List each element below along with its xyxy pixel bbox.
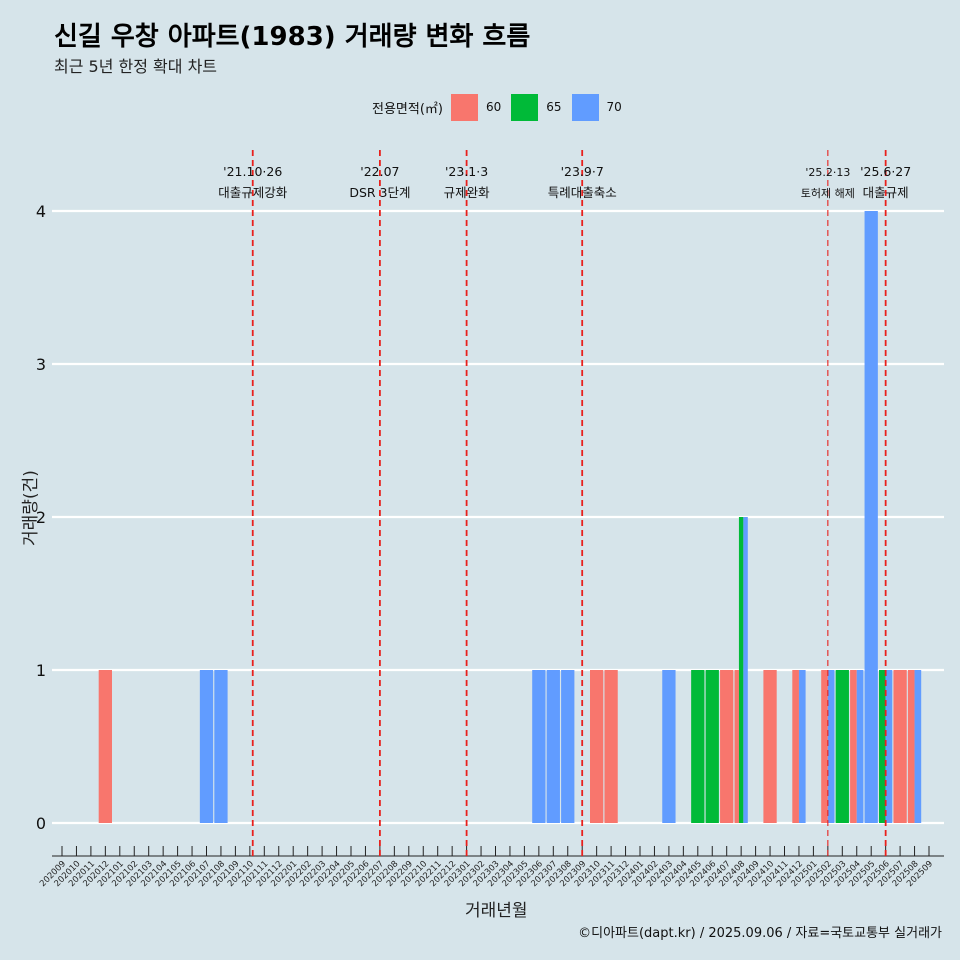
- legend-item-65: 65: [511, 93, 562, 121]
- legend-swatch-70: [571, 93, 599, 121]
- event-date-label: '23.9·7: [561, 164, 604, 179]
- footer-credit: ©디아파트(dapt.kr) / 2025.09.06 / 자료=국토교통부 실…: [578, 926, 942, 941]
- event-name-label: 대출규제: [863, 185, 909, 200]
- bar: [546, 670, 560, 823]
- bar: [691, 670, 705, 823]
- chart-subtitle: 최근 5년 한정 확대 차트: [54, 57, 218, 76]
- bar: [798, 670, 806, 823]
- bar: [856, 670, 864, 823]
- legend-item-70: 70: [571, 93, 622, 121]
- bar: [827, 670, 835, 823]
- bar: [561, 670, 575, 823]
- bar: [532, 670, 546, 823]
- legend-label-60: 60: [485, 100, 502, 114]
- bar: [705, 670, 719, 823]
- event-date-label: '25.6·27: [860, 164, 911, 179]
- bar: [662, 670, 676, 823]
- legend-title: 전용면적(㎡): [372, 101, 443, 117]
- legend-swatch-65: [511, 93, 539, 121]
- bar: [792, 670, 799, 823]
- bar: [738, 517, 744, 823]
- bar: [214, 670, 228, 823]
- event-date-label: '21.10·26: [223, 164, 282, 179]
- bar: [893, 670, 907, 823]
- y-axis-label: 거래량(건): [21, 470, 41, 546]
- event-date-label: '25.2·13: [805, 166, 850, 179]
- event-date-label: '22.07: [360, 164, 399, 179]
- bar: [835, 670, 849, 823]
- bar: [734, 670, 739, 823]
- legend-swatch-60: [450, 93, 478, 121]
- bar: [743, 517, 748, 823]
- bar: [907, 670, 915, 823]
- y-tick-label: 1: [36, 661, 46, 680]
- bar: [720, 670, 734, 823]
- bar: [914, 670, 922, 823]
- x-axis-label: 거래년월: [465, 901, 528, 921]
- legend-label-65: 65: [546, 100, 562, 114]
- bar: [885, 670, 893, 823]
- event-name-label: 규제완화: [444, 185, 491, 200]
- bar: [850, 670, 857, 823]
- bar: [821, 670, 828, 823]
- y-tick-label: 2: [36, 508, 46, 527]
- event-name-label: 대출규제강화: [218, 185, 288, 200]
- bar: [763, 670, 777, 823]
- y-tick-label: 4: [36, 202, 46, 221]
- legend-item-60: 60: [450, 93, 502, 121]
- bar: [590, 670, 604, 823]
- y-tick-label: 3: [36, 355, 46, 374]
- legend: 전용면적(㎡) 60 65 70: [372, 92, 632, 122]
- bar: [864, 211, 878, 823]
- event-name-label: DSR 3단계: [349, 185, 410, 200]
- bar: [879, 670, 886, 823]
- bar: [604, 670, 618, 823]
- event-name-label: 토허제 해제: [801, 186, 855, 200]
- bar: [199, 670, 214, 823]
- legend-label-70: 70: [606, 100, 622, 114]
- chart-title: 신길 우창 아파트(1983) 거래량 변화 흐름: [54, 22, 531, 52]
- event-name-label: 특례대출축소: [548, 185, 617, 200]
- y-tick-label: 0: [36, 814, 46, 833]
- bar: [98, 670, 112, 823]
- event-date-label: '23.1·3: [445, 164, 488, 179]
